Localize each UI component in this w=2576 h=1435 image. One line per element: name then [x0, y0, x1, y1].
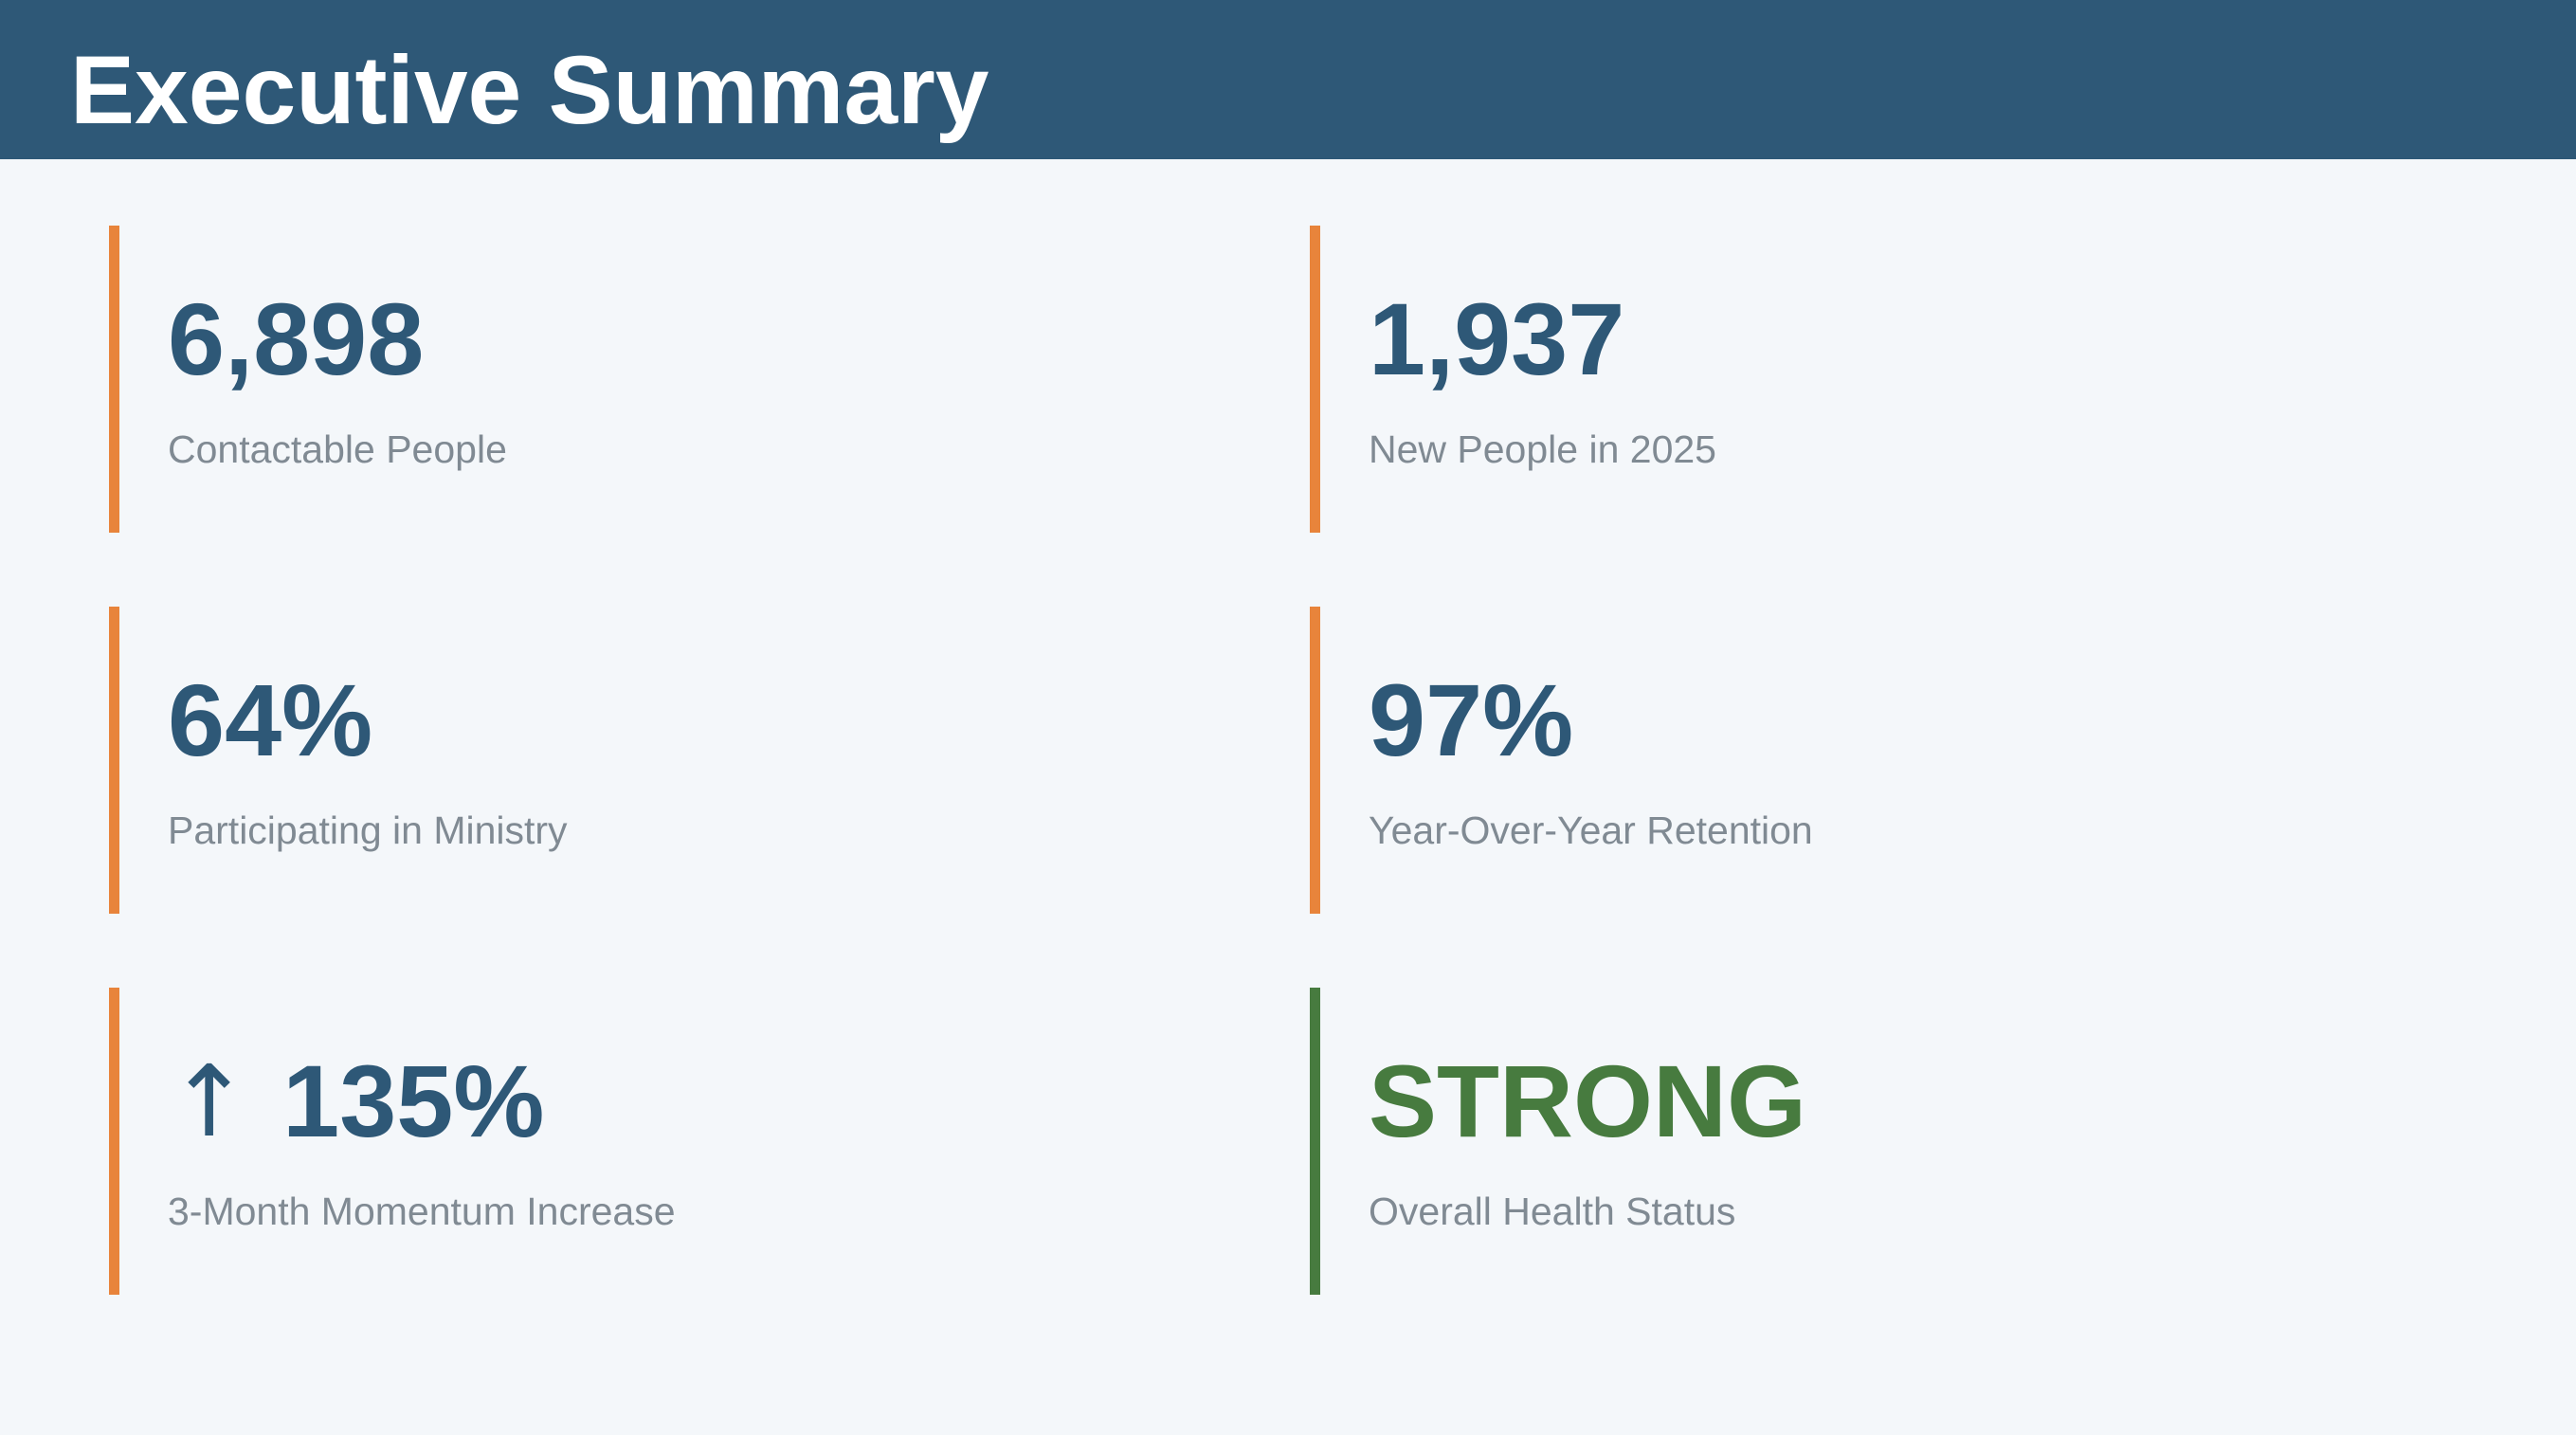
metric-label: Year-Over-Year Retention: [1369, 808, 1813, 852]
metric-label: Contactable People: [168, 427, 507, 471]
metric-label: New People in 2025: [1369, 427, 1716, 471]
metric-accent-bar: [109, 988, 119, 1295]
page-title: Executive Summary: [70, 36, 989, 144]
metric-value-text: 1,937: [1369, 282, 1625, 396]
metric-card-health-status: STRONG Overall Health Status: [1310, 988, 2428, 1295]
metric-label: 3-Month Momentum Increase: [168, 1190, 676, 1233]
arrow-up-icon: ↑: [168, 1044, 251, 1159]
metric-card-momentum-increase: ↑ 135% 3-Month Momentum Increase: [109, 988, 1227, 1295]
metric-label: Participating in Ministry: [168, 808, 568, 852]
metric-value-text: 97%: [1369, 663, 1574, 777]
metric-value-text: 135%: [282, 1044, 545, 1158]
metric-value: ↑ 135%: [168, 1043, 544, 1160]
metric-label: Overall Health Status: [1369, 1190, 1736, 1233]
metric-accent-bar: [109, 226, 119, 533]
metric-accent-bar: [1310, 226, 1320, 533]
metric-value: 1,937: [1369, 281, 1624, 398]
metric-value-text: 6,898: [168, 282, 425, 396]
metric-value: 64%: [168, 662, 372, 779]
metric-accent-bar: [1310, 607, 1320, 914]
metric-card-new-people: 1,937 New People in 2025: [1310, 226, 2428, 533]
metric-value: STRONG: [1369, 1043, 1806, 1160]
metric-value-text: STRONG: [1369, 1044, 1807, 1158]
metric-card-contactable-people: 6,898 Contactable People: [109, 226, 1227, 533]
metric-card-participating-ministry: 64% Participating in Ministry: [109, 607, 1227, 914]
metric-value-text: 64%: [168, 663, 373, 777]
metric-value: 6,898: [168, 281, 424, 398]
header-bar: Executive Summary: [0, 0, 2576, 159]
metric-card-retention: 97% Year-Over-Year Retention: [1310, 607, 2428, 914]
metric-accent-bar: [109, 607, 119, 914]
metric-accent-bar: [1310, 988, 1320, 1295]
metric-value: 97%: [1369, 662, 1573, 779]
